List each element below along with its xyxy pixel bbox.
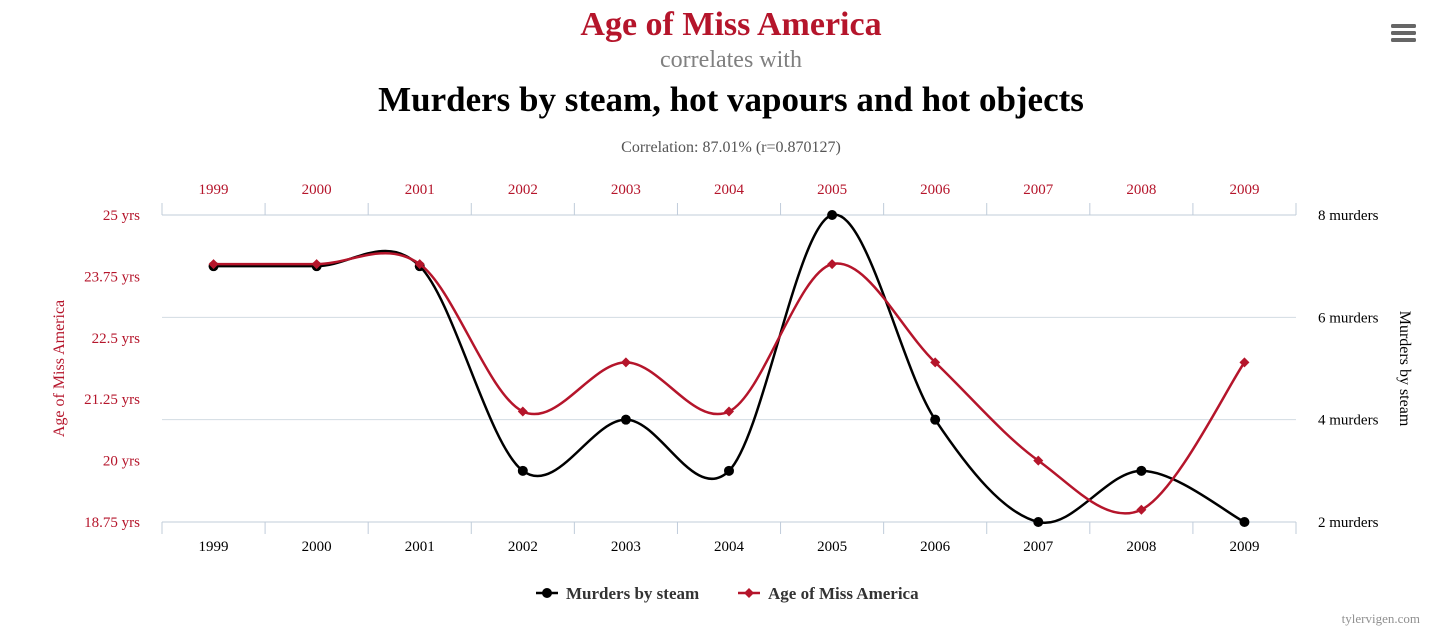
bottom-x-tick-label: 2008 [1126, 539, 1156, 555]
top-x-tick-label: 1999 [199, 182, 229, 198]
data-point [1239, 357, 1250, 368]
credit-text: tylervigen.com [1342, 611, 1420, 626]
left-y-tick-label: 22.5 yrs [92, 331, 140, 347]
bottom-x-tick-label: 2004 [714, 539, 745, 555]
legend-marker [744, 588, 754, 598]
bottom-x-tick-label: 2000 [302, 539, 332, 555]
bottom-x-tick-label: 2009 [1229, 539, 1259, 555]
top-x-tick-label: 2001 [405, 182, 435, 198]
right-y-tick-label: 2 murders [1318, 515, 1379, 531]
series-murders-by-steam [208, 210, 1250, 527]
left-y-tick-label: 21.25 yrs [84, 392, 140, 408]
right-y-axis-title: Murders by steam [1396, 311, 1413, 427]
bottom-x-tick-label: 2007 [1023, 539, 1054, 555]
data-point [1033, 517, 1044, 527]
top-x-tick-label: 2007 [1023, 182, 1054, 198]
data-point [930, 414, 941, 425]
bottom-x-tick-label: 2005 [817, 539, 847, 555]
legend-item[interactable]: Murders by steam [536, 584, 699, 603]
bottom-x-tick-label: 2003 [611, 539, 641, 555]
series-age-of-miss-america [208, 252, 1250, 515]
data-point [414, 259, 425, 270]
left-y-tick-label: 23.75 yrs [84, 269, 140, 285]
top-x-tick-label: 2008 [1126, 182, 1156, 198]
legend: Murders by steam Age of Miss America [536, 584, 919, 603]
data-point [1033, 455, 1044, 466]
data-point [827, 259, 838, 270]
bottom-x-tick-label: 2006 [920, 539, 951, 555]
left-y-tick-label: 18.75 yrs [84, 515, 140, 531]
left-y-tick-label: 20 yrs [103, 454, 140, 470]
legend-label: Age of Miss America [768, 584, 919, 603]
legend-marker [542, 588, 552, 598]
data-point [311, 259, 322, 270]
data-point [517, 465, 528, 476]
grid [162, 214, 1296, 523]
top-x-tick-label: 2004 [714, 182, 745, 198]
chart-subtitle: correlates with [660, 47, 802, 73]
right-y-tick-label: 8 murders [1318, 208, 1379, 224]
data-point [620, 357, 631, 368]
data-point [724, 406, 734, 417]
chart-title-2: Murders by steam, hot vapours and hot ob… [378, 80, 1084, 119]
bottom-x-tick-label: 2002 [508, 539, 538, 555]
data-point [1136, 504, 1147, 515]
top-x-tick-label: 2000 [302, 182, 332, 198]
data-point [208, 259, 219, 270]
left-y-axis-title: Age of Miss America [51, 300, 68, 437]
data-point [1136, 465, 1147, 476]
data-point [724, 465, 734, 476]
top-x-tick-label: 2009 [1229, 182, 1259, 198]
correlation-text: Correlation: 87.01% (r=0.870127) [621, 139, 841, 156]
bottom-x-tick-label: 1999 [199, 539, 229, 555]
right-y-tick-label: 4 murders [1318, 413, 1379, 429]
top-x-tick-label: 2006 [920, 182, 951, 198]
data-point [1239, 517, 1250, 527]
right-y-tick-label: 6 murders [1318, 310, 1379, 326]
legend-item[interactable]: Age of Miss America [738, 584, 919, 603]
plot-area [208, 210, 1250, 527]
bottom-x-tick-label: 2001 [405, 539, 435, 555]
axes: 1999 1999 2000 2000 2001 2001 2002 2002 2003 2003… [51, 182, 1413, 555]
data-point [930, 357, 941, 368]
series-line [213, 252, 1246, 515]
top-x-tick-label: 2005 [817, 182, 847, 198]
series-line [213, 213, 1246, 525]
data-point [827, 210, 838, 220]
hamburger-menu-icon[interactable] [1385, 20, 1421, 50]
left-y-tick-label: 25 yrs [103, 208, 140, 224]
top-x-tick-label: 2002 [508, 182, 538, 198]
data-point [620, 414, 631, 425]
data-point [517, 406, 528, 417]
chart-title: Age of Miss America [580, 6, 881, 43]
legend-label: Murders by steam [566, 584, 699, 603]
top-x-tick-label: 2003 [611, 182, 641, 198]
